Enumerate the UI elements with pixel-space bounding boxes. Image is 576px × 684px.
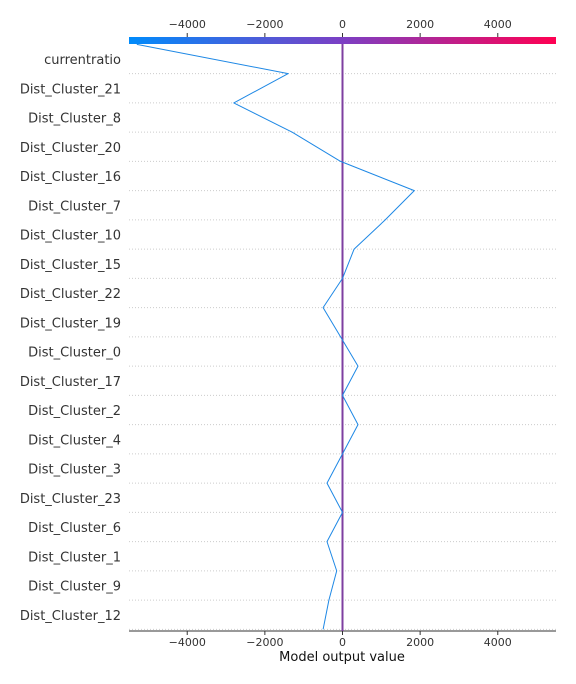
colorbar-tick-label: 0 <box>339 18 346 31</box>
x-tick-label: 0 <box>339 636 346 649</box>
feature-label: Dist_Cluster_9 <box>28 580 121 595</box>
feature-label: Dist_Cluster_19 <box>20 316 121 331</box>
feature-label: Dist_Cluster_6 <box>28 521 121 536</box>
feature-label: Dist_Cluster_20 <box>20 141 121 156</box>
feature-label: Dist_Cluster_0 <box>28 346 121 361</box>
x-tick-label: 4000 <box>484 636 512 649</box>
feature-label: Dist_Cluster_2 <box>28 404 121 419</box>
feature-label: Dist_Cluster_12 <box>20 609 121 624</box>
colorbar-tick-label: −2000 <box>246 18 283 31</box>
colorbar-gradient <box>129 37 556 44</box>
decision-path <box>136 43 415 630</box>
feature-label: Dist_Cluster_10 <box>20 229 121 244</box>
feature-label: Dist_Cluster_3 <box>28 463 121 478</box>
feature-label: Dist_Cluster_21 <box>20 82 121 97</box>
feature-label: Dist_Cluster_23 <box>20 492 121 507</box>
feature-label: Dist_Cluster_15 <box>20 258 121 273</box>
x-axis-label: Model output value <box>279 650 405 665</box>
feature-label: Dist_Cluster_1 <box>28 550 121 565</box>
colorbar-tick-label: −4000 <box>169 18 206 31</box>
feature-label: Dist_Cluster_16 <box>20 170 121 185</box>
x-tick-label: −2000 <box>246 636 283 649</box>
colorbar-tick-label: 2000 <box>406 18 434 31</box>
decision-lines <box>136 43 415 631</box>
feature-label: Dist_Cluster_8 <box>28 112 121 127</box>
x-tick-label: −4000 <box>169 636 206 649</box>
feature-label: currentratio <box>44 53 121 68</box>
feature-label: Dist_Cluster_4 <box>28 433 121 448</box>
feature-labels: currentratio Dist_Cluster_21 Dist_Cluster_… <box>20 53 121 624</box>
x-axis: −4000 −2000 0 2000 4000 <box>129 630 556 649</box>
colorbar: −4000 −2000 0 2000 4000 <box>129 18 556 44</box>
colorbar-tick-label: 4000 <box>484 18 512 31</box>
feature-label: Dist_Cluster_7 <box>28 199 121 214</box>
feature-label: Dist_Cluster_22 <box>20 287 121 302</box>
feature-label: Dist_Cluster_17 <box>20 375 121 390</box>
x-tick-label: 2000 <box>406 636 434 649</box>
